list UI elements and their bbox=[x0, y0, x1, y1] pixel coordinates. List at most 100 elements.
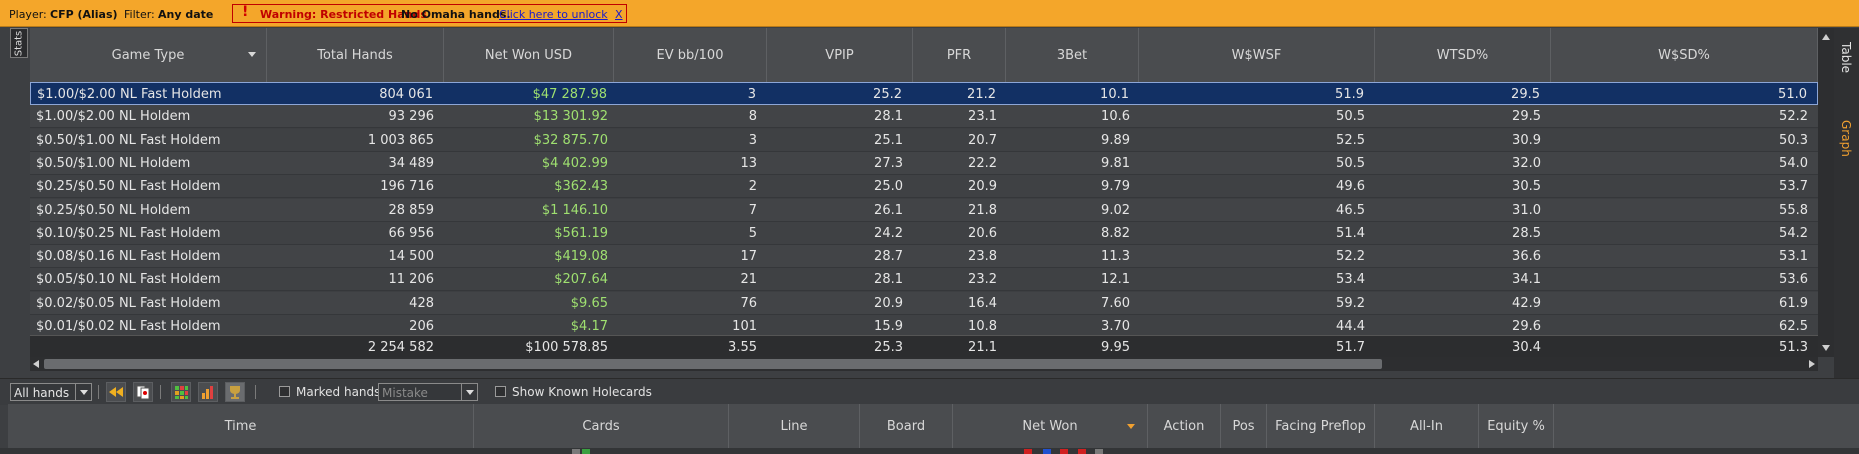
table-row[interactable]: $1.00/$2.00 NL Fast Holdem 804 061 $47 287… bbox=[30, 82, 1818, 105]
mistake-dropdown[interactable]: Mistake bbox=[378, 383, 478, 401]
cell-3bet: 10.1 bbox=[1100, 87, 1129, 102]
cell-wtsd: 29.5 bbox=[1512, 109, 1541, 125]
cell-vpip: 28.1 bbox=[874, 109, 903, 125]
cell-3bet: 8.82 bbox=[1101, 225, 1130, 241]
card-thumbnail bbox=[1024, 449, 1032, 454]
cell-wsd: 51.0 bbox=[1778, 87, 1807, 102]
column-header-net-won[interactable]: Net Won USD bbox=[444, 28, 614, 82]
cell-wtsd: 28.5 bbox=[1512, 225, 1541, 241]
hands-filter-dropdown[interactable]: All hands bbox=[10, 383, 92, 401]
replayer-button[interactable] bbox=[133, 382, 153, 402]
omaha-text: No Omaha hands. bbox=[401, 8, 511, 21]
tab-graph[interactable]: Graph bbox=[1834, 120, 1859, 180]
cell-pfr: 20.9 bbox=[968, 179, 997, 195]
column-header-3bet[interactable]: 3Bet bbox=[1006, 28, 1139, 82]
cell-3bet: 7.60 bbox=[1101, 295, 1130, 311]
column-header-game-type[interactable]: Game Type bbox=[30, 28, 267, 82]
hands-column-header-line[interactable]: Line bbox=[729, 404, 860, 448]
column-header-label: 3Bet bbox=[1056, 47, 1088, 63]
hands-filter-value: All hands bbox=[14, 386, 70, 400]
stats-vertical-scrollbar[interactable] bbox=[1818, 28, 1834, 357]
card-thumbnail bbox=[1060, 449, 1068, 454]
cell-3bet: 9.95 bbox=[1101, 340, 1130, 355]
hands-column-header-board[interactable]: Board bbox=[860, 404, 953, 448]
grid-view-button[interactable] bbox=[171, 382, 191, 402]
trophy-view-button[interactable] bbox=[225, 382, 245, 402]
column-header-label: Net Won USD bbox=[484, 47, 573, 63]
marked-hands-checkbox[interactable] bbox=[279, 386, 290, 397]
cell-wwsf: 53.4 bbox=[1336, 272, 1365, 288]
column-header-wwsf[interactable]: W$WSF bbox=[1139, 28, 1375, 82]
cell-vpip: 25.2 bbox=[873, 87, 902, 102]
hands-column-header-cards[interactable]: Cards bbox=[474, 404, 729, 448]
stats-horizontal-scrollbar[interactable] bbox=[30, 357, 1818, 371]
scroll-right-icon[interactable] bbox=[1809, 360, 1815, 368]
column-header-label: W$SD% bbox=[1658, 47, 1710, 63]
table-row[interactable]: $0.05/$0.10 NL Fast Holdem 11 206 $207.64 2… bbox=[30, 268, 1818, 292]
hands-column-header-equity[interactable]: Equity % bbox=[1479, 404, 1554, 448]
hands-column-header-net-won[interactable]: Net Won bbox=[953, 404, 1148, 448]
table-row[interactable]: $0.50/$1.00 NL Holdem 34 489 $4 402.99 13 27… bbox=[30, 151, 1818, 175]
cell-wwsf: 44.4 bbox=[1336, 319, 1365, 334]
column-header-label: PFR bbox=[946, 47, 972, 63]
chart-view-button[interactable] bbox=[198, 382, 218, 402]
card-thumbnail bbox=[1078, 449, 1086, 454]
tab-table[interactable]: Table bbox=[1834, 42, 1859, 102]
scroll-up-icon[interactable] bbox=[1822, 34, 1830, 40]
column-header-wtsd[interactable]: WTSD% bbox=[1375, 28, 1551, 82]
cell-total-hands: 34 489 bbox=[388, 155, 435, 171]
cell-wsd: 50.3 bbox=[1779, 132, 1808, 148]
show-known-holecards-label: Show Known Holecards bbox=[512, 385, 652, 399]
scroll-down-icon[interactable] bbox=[1822, 345, 1830, 351]
rewind-button[interactable] bbox=[106, 382, 126, 402]
warning-text: Warning: Restricted Hands bbox=[260, 8, 427, 21]
tab-table-label: Table bbox=[1839, 42, 1853, 74]
card-thumbnail bbox=[582, 449, 590, 454]
table-row[interactable]: $0.25/$0.50 NL Holdem 28 859 $1 146.10 7 26.… bbox=[30, 198, 1818, 222]
show-known-holecards-checkbox[interactable] bbox=[495, 386, 506, 397]
cell-vpip: 20.9 bbox=[874, 295, 903, 311]
hands-column-header-all-in[interactable]: All-In bbox=[1375, 404, 1479, 448]
table-row[interactable]: $1.00/$2.00 NL Holdem 93 296 $13 301.92 8 28… bbox=[30, 105, 1818, 129]
table-row[interactable]: $0.50/$1.00 NL Fast Holdem 1 003 865 $32 8… bbox=[30, 128, 1818, 152]
sort-arrow-icon[interactable] bbox=[1127, 424, 1135, 429]
cell-wsd: 53.1 bbox=[1779, 249, 1808, 265]
hands-column-header-action[interactable]: Action bbox=[1148, 404, 1221, 448]
column-header-vpip[interactable]: VPIP bbox=[767, 28, 913, 82]
column-header-ev-bb100[interactable]: EV bb/100 bbox=[614, 28, 767, 82]
scroll-left-icon[interactable] bbox=[33, 360, 39, 368]
cell-vpip: 25.1 bbox=[874, 132, 903, 148]
column-header-total-hands[interactable]: Total Hands bbox=[267, 28, 444, 82]
cell-game-type: $0.50/$1.00 NL Holdem bbox=[36, 155, 191, 171]
column-header-label: Equity % bbox=[1487, 418, 1545, 434]
cell-wsd: 54.0 bbox=[1779, 155, 1808, 171]
column-header-pfr[interactable]: PFR bbox=[913, 28, 1006, 82]
view-side-tabs: Table Graph bbox=[1834, 28, 1859, 388]
cell-ev-bb100: 7 bbox=[748, 202, 757, 218]
cell-net-won: $362.43 bbox=[554, 179, 608, 195]
stats-side-tab[interactable]: Stats bbox=[10, 28, 28, 58]
table-row[interactable]: $0.02/$0.05 NL Fast Holdem 428 $9.65 76 20.9… bbox=[30, 291, 1818, 315]
horizontal-scroll-thumb[interactable] bbox=[44, 359, 1382, 369]
cell-ev-bb100: 3 bbox=[747, 87, 756, 102]
hands-column-header-facing-preflop[interactable]: Facing Preflop bbox=[1267, 404, 1375, 448]
unlock-link[interactable]: Click here to unlock bbox=[499, 8, 608, 21]
grid-icon bbox=[175, 386, 188, 399]
cell-vpip: 26.1 bbox=[874, 202, 903, 218]
close-warning-link[interactable]: X bbox=[615, 8, 623, 21]
cell-wtsd: 42.9 bbox=[1512, 295, 1541, 311]
hands-column-header-pos[interactable]: Pos bbox=[1221, 404, 1267, 448]
column-header-label: Total Hands bbox=[317, 47, 393, 63]
sort-arrow-icon[interactable] bbox=[248, 52, 256, 57]
cell-game-type: $1.00/$2.00 NL Fast Holdem bbox=[37, 87, 222, 102]
cell-ev-bb100: 21 bbox=[740, 272, 757, 288]
cell-net-won: $32 875.70 bbox=[533, 132, 608, 148]
hands-column-header-time[interactable]: Time bbox=[8, 404, 474, 448]
table-row[interactable]: $0.25/$0.50 NL Fast Holdem 196 716 $362.43… bbox=[30, 175, 1818, 199]
table-row[interactable]: $0.08/$0.16 NL Fast Holdem 14 500 $419.08 1… bbox=[30, 245, 1818, 269]
column-header-label: Line bbox=[780, 418, 808, 434]
table-row[interactable]: $0.10/$0.25 NL Fast Holdem 66 956 $561.19 5… bbox=[30, 221, 1818, 245]
cell-wtsd: 32.0 bbox=[1512, 155, 1541, 171]
column-header-wsd[interactable]: W$SD% bbox=[1551, 28, 1818, 82]
cell-total-hands: 28 859 bbox=[388, 202, 435, 218]
